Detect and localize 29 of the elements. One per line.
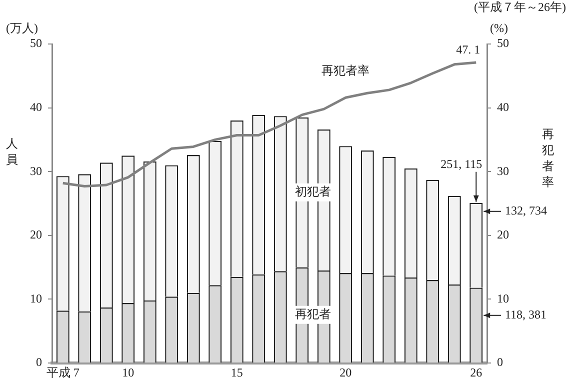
x-tick-label: 26 bbox=[470, 365, 482, 380]
series-label: 初犯者 bbox=[295, 184, 331, 198]
y2-tick-label: 50 bbox=[497, 36, 509, 50]
y-axis-title: 人員 bbox=[6, 136, 18, 167]
text: (万人) bbox=[6, 21, 38, 36]
y-tick-label: 10 bbox=[30, 291, 42, 306]
series-label: 再犯者 bbox=[295, 307, 331, 322]
y-tick-label: 30 bbox=[30, 164, 42, 178]
text: (平成７年～26年) bbox=[474, 0, 566, 14]
data-label: 47. 1 bbox=[456, 42, 480, 57]
y2-tick-label: 20 bbox=[497, 228, 509, 242]
y-tick-label: 50 bbox=[30, 36, 42, 50]
y2-tick-label: 30 bbox=[497, 164, 509, 178]
y2-tick-label: 10 bbox=[497, 291, 509, 306]
y2-tick-label: 40 bbox=[497, 100, 509, 114]
y-tick-label: 0 bbox=[36, 355, 42, 370]
y-tick-label: 20 bbox=[30, 228, 42, 242]
text: (%) bbox=[490, 21, 508, 36]
y2-axis-title: 再犯者率 bbox=[542, 126, 554, 189]
text: 118, 381 bbox=[505, 308, 547, 322]
x-tick-label: 10 bbox=[122, 365, 134, 380]
annotation: 251, 115 bbox=[440, 157, 482, 172]
text: 132, 734 bbox=[505, 204, 547, 218]
series-label: 再犯者率 bbox=[322, 64, 370, 78]
y-tick-label: 40 bbox=[30, 100, 42, 114]
y2-tick-label: 0 bbox=[497, 355, 503, 370]
x-tick-label: 20 bbox=[340, 365, 352, 380]
x-tick-label: 15 bbox=[230, 365, 243, 380]
x-tick-label: 平成 7 bbox=[46, 365, 80, 380]
